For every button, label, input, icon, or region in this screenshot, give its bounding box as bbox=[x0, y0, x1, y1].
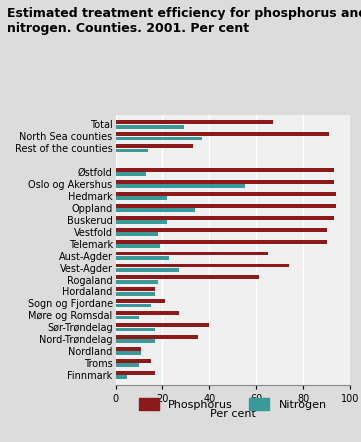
Bar bbox=[116, 208, 195, 212]
Bar bbox=[116, 228, 327, 232]
Bar bbox=[116, 149, 148, 152]
Bar bbox=[116, 232, 158, 236]
Bar bbox=[116, 256, 170, 260]
Bar bbox=[116, 251, 268, 255]
Bar bbox=[116, 275, 258, 279]
Bar bbox=[116, 351, 142, 355]
Bar bbox=[116, 120, 273, 124]
Bar bbox=[116, 216, 334, 220]
Bar bbox=[116, 168, 334, 172]
Bar bbox=[116, 292, 156, 296]
Text: Estimated treatment efficiency for phosphorus and
nitrogen. Counties. 2001. Per : Estimated treatment efficiency for phosp… bbox=[7, 7, 361, 34]
Bar bbox=[116, 244, 160, 248]
Bar bbox=[116, 323, 209, 327]
Bar bbox=[116, 220, 167, 224]
Bar bbox=[116, 180, 334, 184]
Bar bbox=[116, 316, 139, 320]
Bar bbox=[116, 311, 179, 315]
Bar bbox=[116, 375, 127, 379]
Bar bbox=[116, 184, 245, 188]
Bar bbox=[116, 371, 156, 375]
Bar bbox=[116, 363, 139, 367]
X-axis label: Per cent: Per cent bbox=[210, 409, 256, 419]
Bar bbox=[116, 132, 329, 136]
Bar bbox=[116, 304, 151, 308]
Bar bbox=[116, 263, 289, 267]
Bar bbox=[116, 172, 146, 176]
Bar bbox=[116, 137, 203, 141]
Bar bbox=[116, 328, 156, 332]
Bar bbox=[116, 359, 151, 363]
Bar bbox=[116, 280, 158, 284]
Bar bbox=[116, 347, 142, 351]
Bar bbox=[116, 204, 336, 208]
Legend: Phosphorus, Nitrogen: Phosphorus, Nitrogen bbox=[135, 394, 331, 414]
Bar bbox=[116, 240, 327, 244]
Bar bbox=[116, 144, 193, 148]
Bar bbox=[116, 125, 183, 129]
Bar bbox=[116, 196, 167, 200]
Bar bbox=[116, 339, 156, 343]
Bar bbox=[116, 335, 198, 339]
Bar bbox=[116, 192, 336, 196]
Bar bbox=[116, 299, 165, 303]
Bar bbox=[116, 268, 179, 272]
Bar bbox=[116, 287, 156, 291]
